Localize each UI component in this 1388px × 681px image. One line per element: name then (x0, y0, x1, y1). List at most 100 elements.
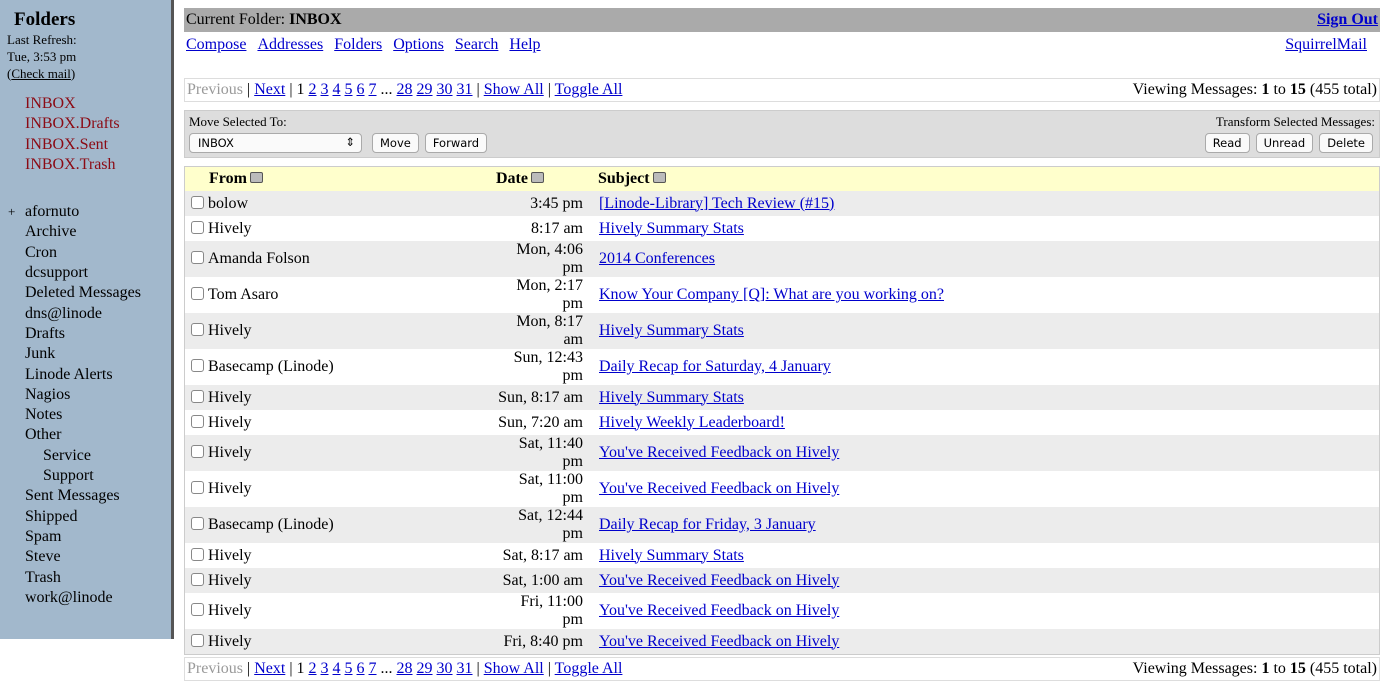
select-checkbox[interactable] (191, 481, 204, 494)
select-checkbox[interactable] (191, 603, 204, 616)
page-link[interactable]: 30 (436, 81, 453, 98)
message-row[interactable]: Hively Sat, 11:40 pm You've Received Feedb… (184, 435, 1380, 471)
page-link[interactable]: 31 (456, 81, 473, 98)
folder-link[interactable]: INBOX.Sent (25, 135, 109, 153)
move-button[interactable]: Move (372, 133, 419, 153)
page-link[interactable]: 29 (416, 660, 433, 677)
select-checkbox[interactable] (191, 572, 204, 586)
message-row[interactable]: Basecamp (Linode) Sun, 12:43 pm Daily Reca… (185, 349, 1380, 385)
sort-icon[interactable] (652, 172, 666, 183)
subject-link[interactable]: 2014 Conferences (599, 250, 715, 267)
nav-options[interactable]: Options (393, 36, 444, 53)
message-row[interactable]: Hively Sat, 1:00 am You've Received Feedba… (184, 568, 1380, 593)
message-row[interactable]: Basecamp (Linode) Sat, 12:44 pm Daily Reca… (184, 507, 1380, 543)
message-row[interactable]: Hively 8:17 am Hively Summary Stats (185, 216, 1380, 241)
subject-link[interactable]: Daily Recap for Saturday, 4 January (599, 358, 831, 375)
sort-icon[interactable] (249, 172, 263, 183)
subject-link[interactable]: Hively Summary Stats (599, 546, 744, 564)
next-link[interactable]: Next (254, 81, 286, 98)
message-row[interactable]: Hively Fri, 11:00 pm You've Received Feedb… (185, 593, 1380, 629)
page-link[interactable]: 4 (332, 660, 341, 677)
select-checkbox[interactable] (191, 195, 204, 209)
select-checkbox[interactable] (191, 251, 204, 264)
message-row[interactable]: Hively Sat, 8:17 am Hively Summary Stats (185, 543, 1380, 568)
page-link[interactable]: 6 (356, 81, 365, 98)
folder-link[interactable]: + afornuto (8, 202, 171, 222)
toggle-all-link[interactable]: Toggle All (554, 660, 623, 677)
squirrelmail-link[interactable]: SquirrelMail (1285, 36, 1367, 53)
next-link[interactable]: Next (254, 660, 286, 677)
select-checkbox[interactable] (191, 445, 204, 458)
select-checkbox[interactable] (191, 633, 204, 647)
folder-link[interactable]: INBOX.Drafts (25, 115, 120, 133)
select-checkbox[interactable] (191, 323, 204, 336)
folder-link[interactable]: Drafts (25, 324, 171, 344)
folder-link[interactable]: INBOX.Trash (25, 155, 116, 173)
folder-link[interactable]: Nagios (25, 385, 171, 405)
folder-link[interactable]: Junk (25, 344, 171, 364)
subject-link[interactable]: You've Received Feedback on Hively (599, 480, 840, 497)
page-link[interactable]: 4 (332, 81, 341, 98)
read-button[interactable]: Read (1204, 133, 1250, 153)
sign-out-link[interactable]: Sign Out (1317, 11, 1378, 28)
subject-link[interactable]: Hively Weekly Leaderboard! (599, 413, 785, 431)
folder-link[interactable]: Steve (25, 547, 171, 567)
page-link[interactable]: 28 (396, 660, 413, 677)
subject-link[interactable]: Hively Summary Stats (599, 388, 744, 406)
folder-link[interactable]: Other (25, 425, 171, 445)
nav-folders[interactable]: Folders (334, 36, 383, 53)
folder-link[interactable]: Linode Alerts (25, 365, 171, 385)
move-target-select[interactable]: INBOX ⇕ (189, 133, 362, 153)
page-link[interactable]: 3 (320, 660, 329, 677)
unread-button[interactable]: Unread (1255, 133, 1314, 153)
subject-link[interactable]: [Linode-Library] Tech Review (#15) (599, 194, 835, 212)
nav-search[interactable]: Search (454, 36, 499, 53)
page-link[interactable]: 3 (320, 81, 329, 98)
page-link[interactable]: 31 (456, 660, 473, 677)
folder-link[interactable]: Cron (25, 243, 171, 263)
folder-link[interactable]: Notes (25, 405, 171, 425)
select-checkbox[interactable] (191, 517, 204, 530)
subject-link[interactable]: You've Received Feedback on Hively (599, 444, 840, 461)
sort-icon[interactable] (530, 172, 544, 183)
folder-link[interactable]: Shipped (25, 507, 171, 527)
show-all-link[interactable]: Show All (483, 81, 544, 98)
page-link[interactable]: 5 (344, 660, 353, 677)
message-row[interactable]: Hively Sun, 7:20 am Hively Weekly Leaderbo… (185, 410, 1380, 435)
page-link[interactable]: 7 (368, 660, 377, 677)
subject-link[interactable]: Hively Summary Stats (599, 219, 744, 237)
show-all-link[interactable]: Show All (483, 660, 544, 677)
page-link[interactable]: 6 (356, 660, 365, 677)
page-link[interactable]: 7 (368, 81, 377, 98)
subject-link[interactable]: Hively Summary Stats (599, 322, 744, 339)
folder-link[interactable]: INBOX (25, 95, 76, 112)
delete-button[interactable]: Delete (1319, 133, 1373, 153)
subject-link[interactable]: You've Received Feedback on Hively (599, 571, 840, 589)
page-link[interactable]: 2 (308, 660, 317, 677)
select-checkbox[interactable] (191, 389, 204, 403)
page-link[interactable]: 30 (436, 660, 453, 677)
message-row[interactable]: Amanda Folson Mon, 4:06 pm 2014 Conference… (184, 241, 1380, 277)
expand-icon[interactable]: + (8, 204, 16, 220)
select-checkbox[interactable] (191, 287, 204, 300)
subject-link[interactable]: Daily Recap for Friday, 3 January (599, 516, 816, 533)
nav-compose[interactable]: Compose (186, 36, 247, 53)
message-row[interactable]: bolow 3:45 pm [Linode-Library] Tech Review… (184, 191, 1380, 216)
folder-link[interactable]: work@linode (25, 588, 171, 608)
folder-link[interactable]: Sent Messages (25, 486, 171, 506)
message-row[interactable]: Tom Asaro Mon, 2:17 pm Know Your Company [… (185, 277, 1380, 313)
folder-link[interactable]: Trash (25, 568, 171, 588)
folder-link[interactable]: Support (43, 466, 171, 486)
message-row[interactable]: Hively Fri, 8:40 pm You've Received Feedba… (184, 629, 1380, 655)
page-link[interactable]: 28 (396, 81, 413, 98)
select-checkbox[interactable] (191, 547, 204, 561)
message-row[interactable]: Hively Sun, 8:17 am Hively Summary Stats (184, 385, 1380, 410)
subject-link[interactable]: You've Received Feedback on Hively (599, 602, 840, 619)
message-row[interactable]: Hively Mon, 8:17 am Hively Summary Stats (184, 313, 1380, 349)
select-checkbox[interactable] (191, 220, 204, 234)
page-link[interactable]: 5 (344, 81, 353, 98)
folder-link[interactable]: dcsupport (25, 263, 171, 283)
message-row[interactable]: Hively Sat, 11:00 pm You've Received Feedb… (185, 471, 1380, 507)
check-mail-link[interactable]: Check mail (11, 66, 71, 81)
folder-link[interactable]: Spam (25, 527, 171, 547)
